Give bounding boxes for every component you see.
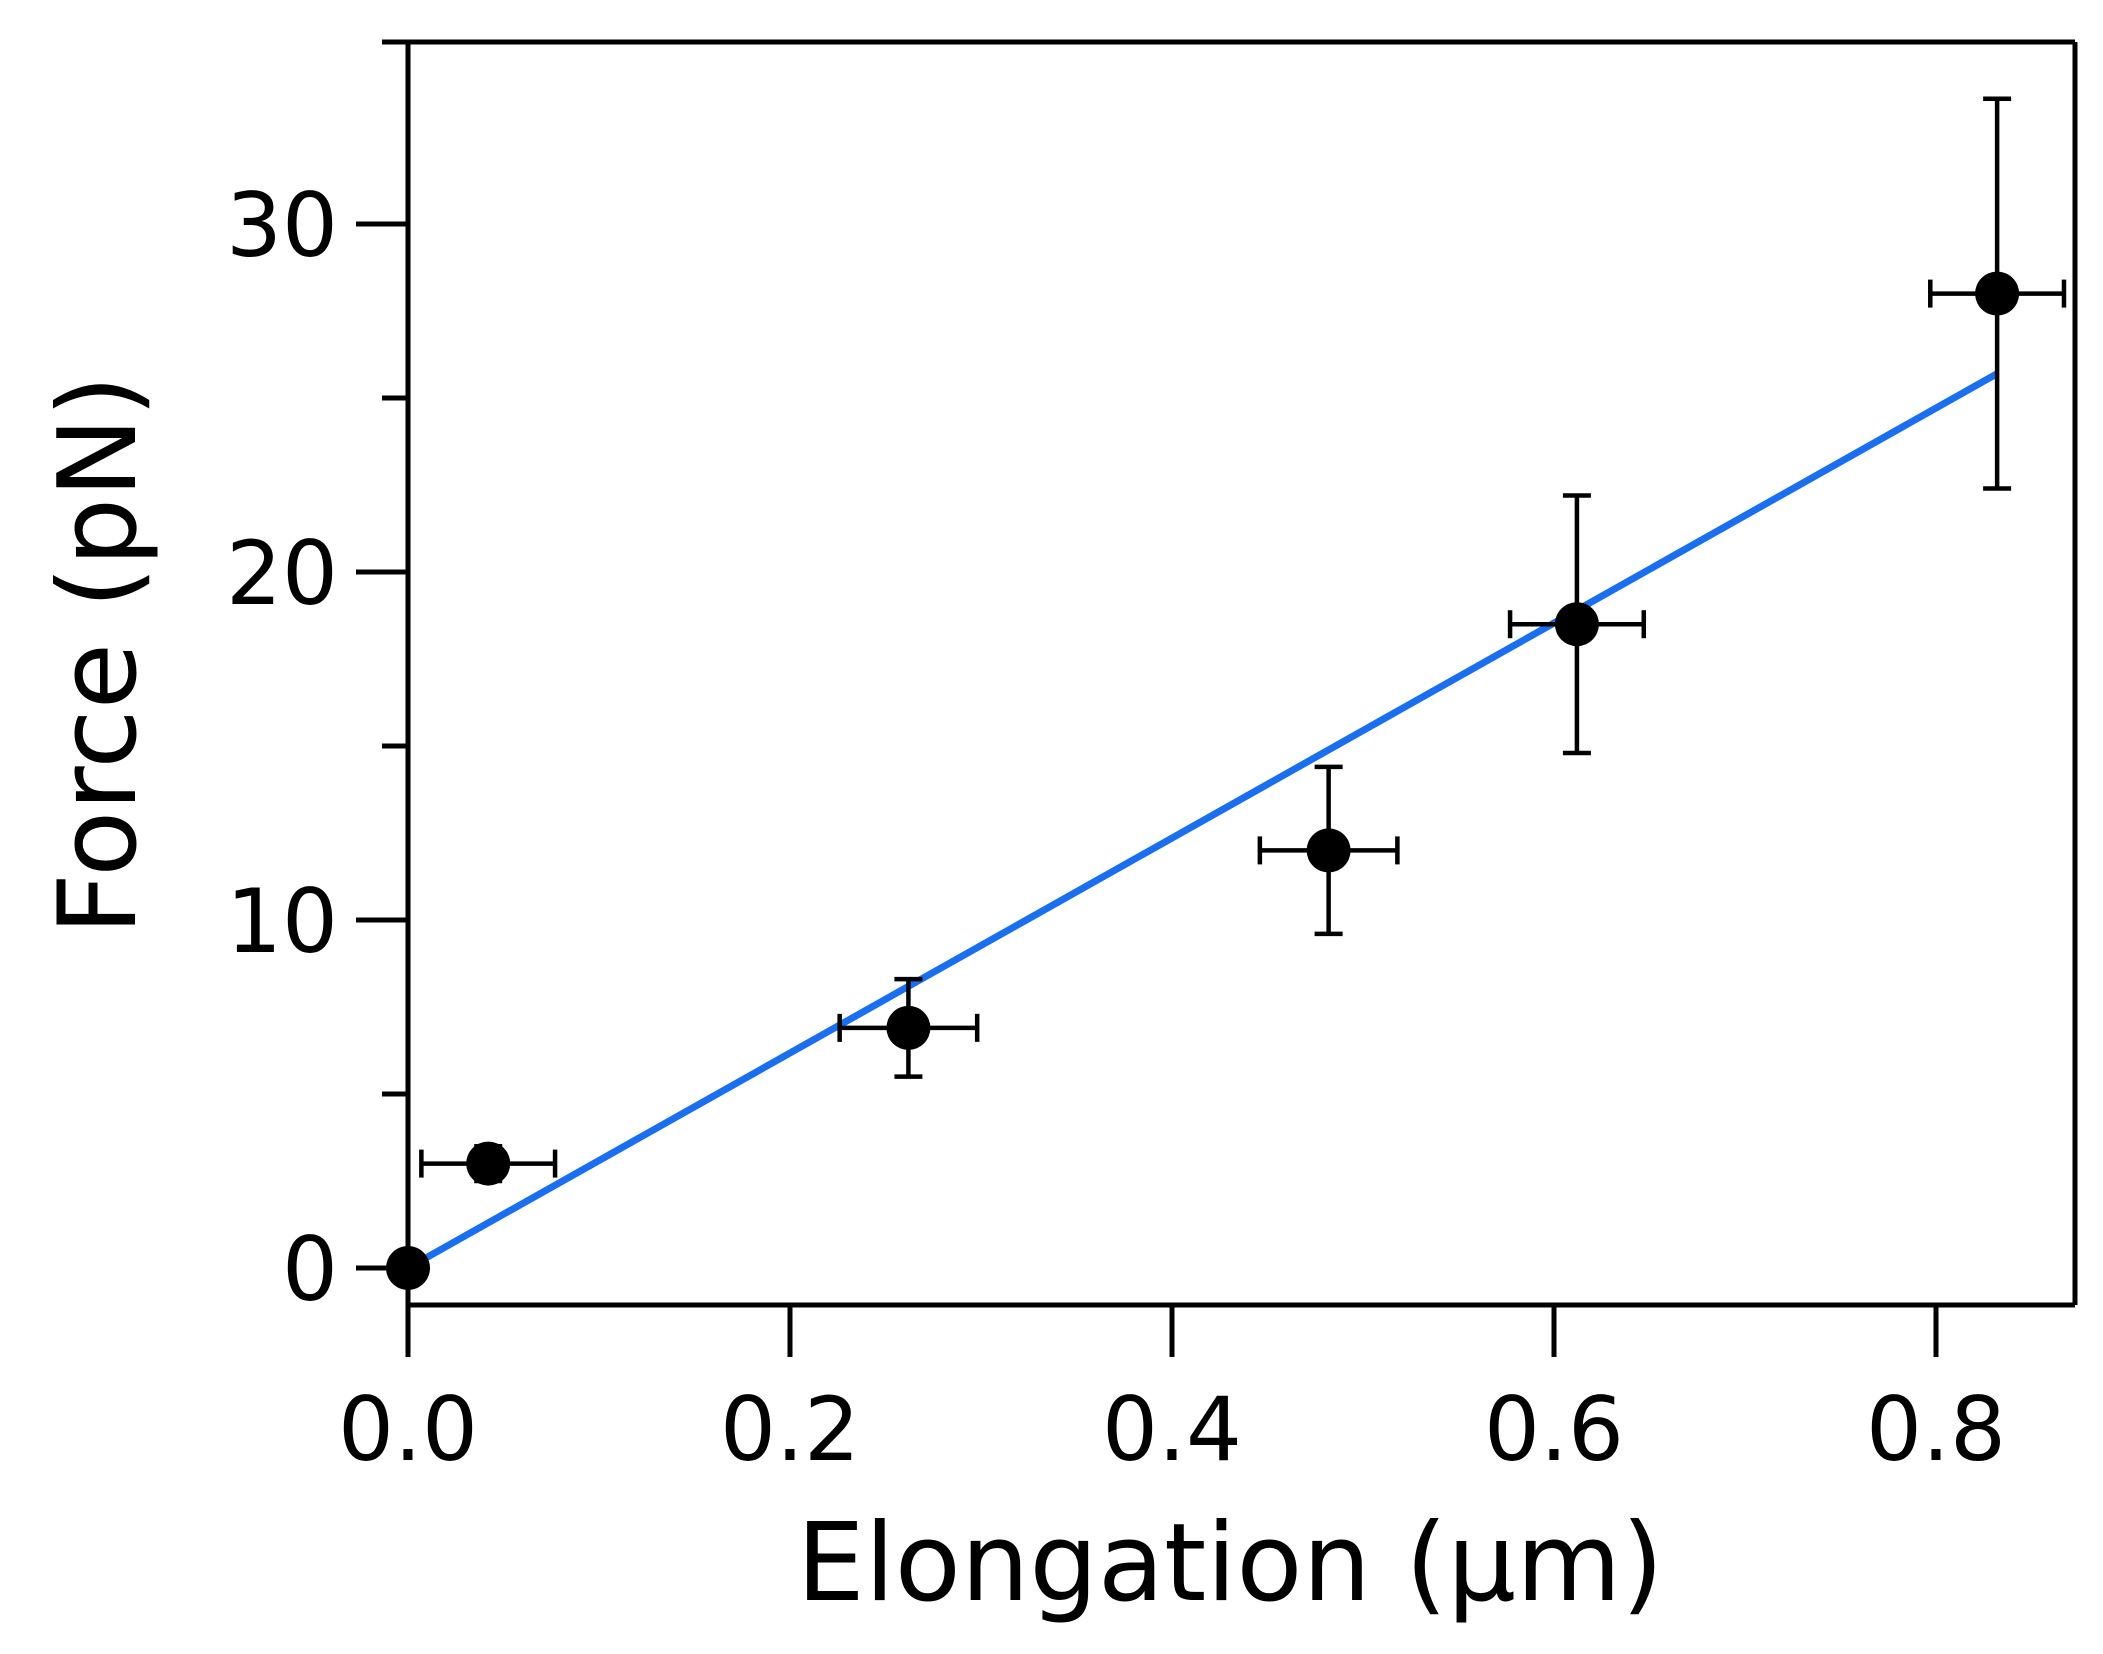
y-tick-label: 20 — [226, 522, 338, 625]
data-point-group — [386, 1246, 430, 1290]
data-point-group — [1257, 764, 1400, 937]
data-point — [886, 1005, 931, 1050]
fit-line — [406, 370, 1999, 1272]
x-tick-label: 0.8 — [1866, 1378, 2006, 1481]
data-point — [1306, 828, 1351, 873]
x-tick-label: 0.6 — [1484, 1378, 1624, 1481]
data-point — [1975, 271, 2020, 316]
data-point-group — [1928, 96, 2067, 491]
data-point-group — [837, 976, 980, 1079]
data-point — [466, 1141, 511, 1186]
x-tick-label: 0.2 — [720, 1378, 860, 1481]
axes: 0 10 20 30 0.0 0.2 0.4 0.6 0.8 — [226, 39, 2078, 1481]
y-axis-title: Force (pN) — [36, 375, 161, 935]
x-axis-title: Elongation (μm) — [797, 1501, 1664, 1626]
fit-line-layer — [406, 370, 1999, 1272]
y-tick-label: 10 — [226, 870, 338, 973]
data-point — [386, 1246, 430, 1290]
data-point-group — [1507, 493, 1647, 756]
data-points-layer — [386, 96, 2067, 1290]
x-tick-label: 0.4 — [1102, 1378, 1242, 1481]
y-tick-label: 30 — [226, 174, 338, 277]
x-tick-label: 0.0 — [338, 1378, 478, 1481]
data-point-group — [419, 1141, 558, 1186]
y-tick-label: 0 — [282, 1218, 338, 1321]
data-point — [1554, 602, 1599, 647]
